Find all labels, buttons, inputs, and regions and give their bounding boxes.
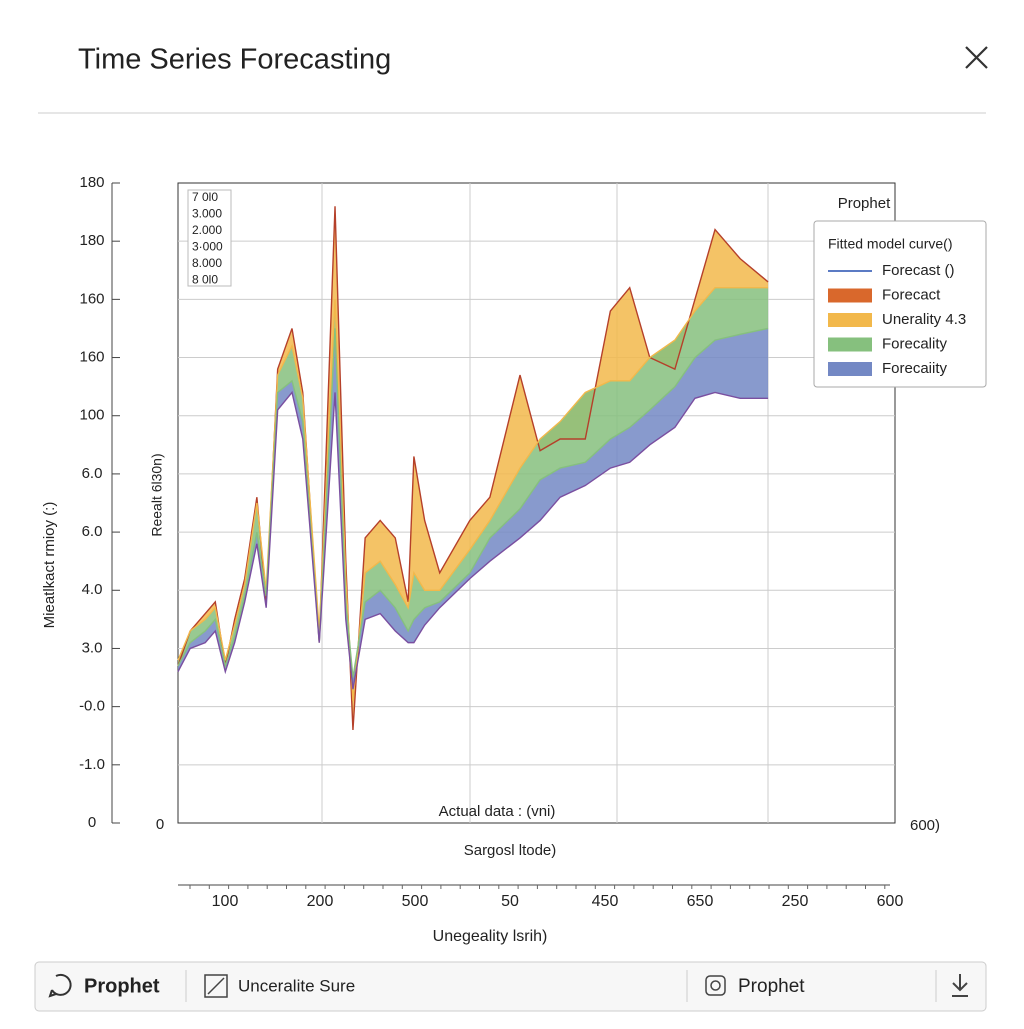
edit-icon (204, 974, 228, 998)
x-axis-label: 200 (307, 893, 334, 910)
inset-label: 8 0l0 (192, 273, 218, 287)
x-axis-label: 250 (782, 893, 809, 910)
inset-label: 2.000 (192, 223, 222, 237)
y-axis-label: 4.0 (82, 581, 103, 598)
camera-icon (705, 975, 726, 996)
legend: Forecast () Forecact Unerality 4.3 Forecali… (828, 262, 966, 377)
y-axis-label: -1.0 (79, 756, 105, 773)
inset-label: 3.000 (192, 207, 222, 221)
toolbar-left[interactable]: Prophet (48, 973, 160, 998)
toolbar-right[interactable]: Prophet (705, 975, 805, 997)
legend-label: Forecaiity (882, 360, 948, 377)
plot-group (177, 206, 769, 730)
y-axis-label: -0.0 (79, 698, 105, 715)
y-axis-label: 6.0 (82, 523, 103, 540)
legend-label: Unerality 4.3 (882, 311, 966, 328)
legend-label: Forecality (882, 335, 948, 352)
series-line (177, 287, 769, 701)
series-line (177, 206, 769, 730)
right-label: 600) (910, 817, 940, 834)
y-axis-label: 100 (79, 407, 104, 424)
x-axis-label: 500 (402, 893, 429, 910)
inset-box (187, 189, 232, 287)
legend-swatch (828, 362, 872, 376)
series-line (177, 327, 769, 678)
y-axis-label: 160 (79, 290, 104, 307)
x-axis-label: 600 (877, 893, 904, 910)
camera-lens (710, 980, 721, 991)
x-axis-label: 100 (212, 893, 239, 910)
inset-label: 8.000 (192, 256, 222, 270)
y-axis-label: 180 (79, 174, 104, 191)
refresh-icon (48, 973, 72, 998)
legend-swatch (828, 337, 872, 352)
y-inner-title: Reealt 6l30n) (149, 453, 165, 536)
x-axis-label: 450 (592, 893, 619, 910)
series-line (177, 390, 769, 690)
dialog-title: Time Series Forecasting (78, 44, 391, 76)
legend-label: Forecast () (882, 262, 955, 279)
legend-label: Forecact (882, 286, 941, 303)
legend-swatch (828, 313, 872, 327)
x-axis-label: 50 (501, 893, 519, 910)
plot-frame (177, 182, 896, 824)
inset-label: 3·000 (192, 240, 223, 254)
toolbar-right-label: Prophet (738, 976, 805, 997)
toolbar-left-label: Prophet (84, 975, 160, 997)
edit-icon-slash (207, 977, 225, 995)
x-subtitle: Sargosl ltode) (464, 842, 557, 859)
legend-title: Fitted model curve() (828, 236, 952, 252)
legend-swatch (828, 288, 872, 303)
y-axis-label: 180 (79, 232, 104, 249)
legend-header: Prophet (838, 195, 891, 212)
y-axis-label: 3.0 (82, 639, 103, 656)
zero-label: 0 (156, 816, 164, 833)
y-axis-label: 6.0 (82, 465, 103, 482)
band (178, 287, 769, 701)
vertical-grid (321, 183, 769, 823)
band (178, 328, 769, 690)
toolbar-middle-label: Unceralite Sure (238, 976, 355, 995)
toolbar-middle[interactable]: Unceralite Sure (204, 974, 355, 998)
y-axis-label: 0 (88, 814, 96, 831)
x-axis-title: Unegeality lsrih) (433, 928, 548, 945)
close-button[interactable] (965, 46, 988, 69)
y-axis-title: Mieatlkact rmioy (:) (41, 502, 58, 629)
toolbar (34, 961, 987, 1012)
band (178, 206, 769, 730)
annotation: Actual data : (vni) (439, 803, 556, 820)
y-axis-label: 160 (79, 349, 104, 366)
download-button[interactable] (952, 974, 968, 997)
x-axis-label: 650 (687, 893, 714, 910)
inset-label: 7 0l0 (192, 190, 218, 204)
